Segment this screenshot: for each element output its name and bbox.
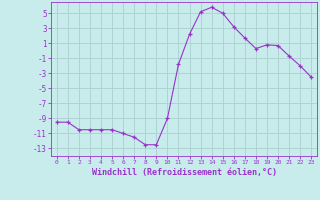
X-axis label: Windchill (Refroidissement éolien,°C): Windchill (Refroidissement éolien,°C) [92,168,276,177]
